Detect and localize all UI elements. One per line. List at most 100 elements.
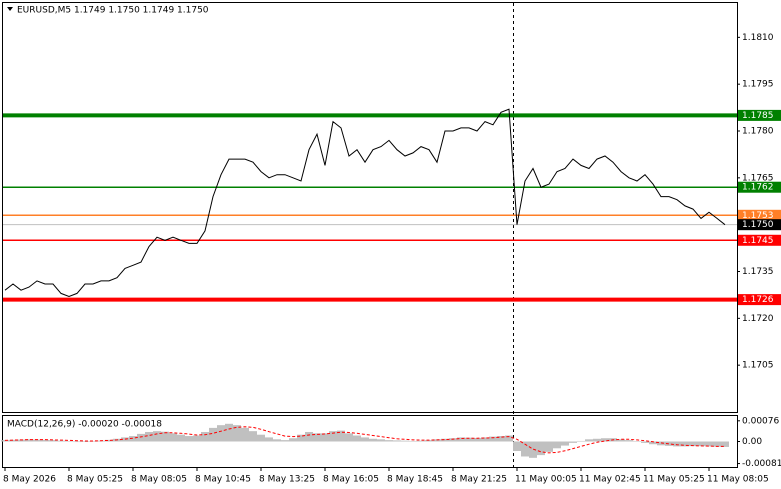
histogram-bar xyxy=(153,431,161,442)
histogram-bar xyxy=(9,439,17,442)
histogram-bar xyxy=(417,440,425,442)
histogram-bar xyxy=(601,438,609,442)
histogram-bar xyxy=(305,431,313,442)
histogram-bar xyxy=(161,431,169,442)
histogram-bar xyxy=(73,441,81,443)
histogram-bar xyxy=(313,433,321,442)
histogram-bar xyxy=(473,437,481,442)
histogram-bar xyxy=(577,440,585,442)
histogram-bar xyxy=(633,441,641,442)
histogram-bar xyxy=(265,437,273,442)
histogram-bar xyxy=(641,441,649,443)
x-tick-label: 8 May 16:05 xyxy=(323,475,379,485)
histogram-bar xyxy=(89,441,97,442)
level-label-box xyxy=(738,294,781,306)
level-label-box xyxy=(738,181,781,193)
x-tick-label: 8 May 13:25 xyxy=(259,475,315,485)
x-tick-label: 8 May 2026 xyxy=(3,475,56,485)
histogram-bar xyxy=(353,435,361,442)
y-tick-label: 0.00 xyxy=(742,437,762,447)
histogram-bar xyxy=(1,440,9,442)
last-price-label: 1.1750 xyxy=(742,220,774,230)
x-tick-label: 8 May 10:45 xyxy=(195,475,251,485)
histogram-bar xyxy=(177,434,185,442)
histogram-bar xyxy=(585,439,593,442)
histogram-bar xyxy=(617,439,625,442)
level-label: 1.1726 xyxy=(742,295,774,305)
histogram-bar xyxy=(697,441,705,447)
menu-arrow xyxy=(7,7,13,11)
histogram-bar xyxy=(457,437,465,442)
chart-title: EURUSD,M5 1.1749 1.1750 1.1749 1.1750 xyxy=(17,6,209,16)
histogram-bar xyxy=(593,438,601,442)
x-tick-label: 8 May 18:45 xyxy=(387,475,443,485)
signal-line xyxy=(4,426,725,454)
x-tick-label: 11 May 00:05 xyxy=(515,475,577,485)
last-price-box xyxy=(738,219,781,231)
histogram-bar xyxy=(337,430,345,442)
histogram-bar xyxy=(345,433,353,442)
histogram-bar xyxy=(385,440,393,442)
y-tick-label: 1.1795 xyxy=(742,80,774,90)
histogram-bar xyxy=(369,438,377,442)
histogram-bar xyxy=(361,437,369,442)
level-label: 1.1785 xyxy=(742,111,774,121)
histogram-bar xyxy=(137,433,145,442)
level-label-box xyxy=(738,234,781,246)
histogram-bar xyxy=(505,435,513,442)
histogram-bar xyxy=(705,441,713,447)
histogram-bar xyxy=(57,440,65,442)
x-tick-label: 11 May 08:05 xyxy=(707,475,769,485)
histogram-bar xyxy=(513,441,521,452)
histogram-bar xyxy=(33,439,41,442)
histogram-bar xyxy=(681,441,689,447)
histogram-bar xyxy=(249,431,257,442)
price-panel xyxy=(2,2,738,413)
x-tick-label: 11 May 05:25 xyxy=(643,475,705,485)
histogram-bar xyxy=(497,436,505,442)
histogram-bar xyxy=(41,439,49,442)
histogram-bar xyxy=(713,441,721,447)
histogram-bar xyxy=(321,433,329,442)
histogram-bar xyxy=(65,441,73,442)
x-tick-label: 8 May 21:25 xyxy=(451,475,507,485)
histogram-bar xyxy=(105,439,113,442)
histogram-bar xyxy=(401,440,409,442)
histogram-bar xyxy=(425,440,433,442)
y-tick-label: 1.1735 xyxy=(742,267,774,277)
histogram-bar xyxy=(721,441,729,447)
histogram-bar xyxy=(201,431,209,442)
histogram-bar xyxy=(409,440,417,442)
y-tick-label: 1.1780 xyxy=(742,127,774,137)
price-line xyxy=(4,108,726,298)
histogram-bar xyxy=(665,441,673,446)
histogram-bar xyxy=(129,436,137,442)
y-tick-label: 1.1705 xyxy=(742,361,774,371)
histogram-bar xyxy=(217,425,225,442)
histogram-bar xyxy=(169,433,177,442)
histogram-bar xyxy=(449,438,457,442)
histogram-bar xyxy=(185,436,193,442)
histogram-bar xyxy=(545,441,553,452)
histogram-bar xyxy=(193,435,201,442)
level-label: 1.1762 xyxy=(742,183,774,193)
y-tick-label: 1.1810 xyxy=(742,33,774,43)
histogram-bar xyxy=(25,439,33,442)
histogram-bar xyxy=(281,440,289,442)
histogram-bar xyxy=(553,441,561,449)
level-label: 1.1745 xyxy=(742,236,774,246)
histogram-bar xyxy=(145,431,153,442)
histogram-bar xyxy=(465,437,473,442)
histogram-bar xyxy=(521,441,529,457)
histogram-bar xyxy=(329,431,337,442)
histogram-bar xyxy=(297,434,305,442)
y-tick-label: -0.00081 xyxy=(742,459,781,469)
level-label-box xyxy=(738,209,781,221)
level-label: 1.1753 xyxy=(742,211,774,221)
histogram-bar xyxy=(649,441,657,445)
x-tick-label: 8 May 05:25 xyxy=(67,475,123,485)
histogram-bar xyxy=(657,441,665,446)
histogram-bar xyxy=(377,439,385,442)
